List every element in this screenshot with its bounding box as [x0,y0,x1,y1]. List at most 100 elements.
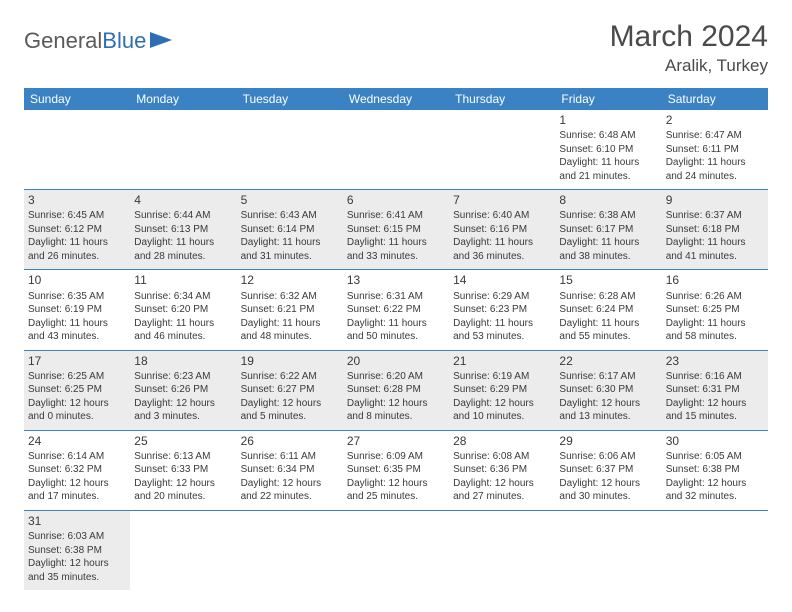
day-number: 12 [241,272,339,288]
daylight-text: Daylight: 11 hours and 36 minutes. [453,236,551,263]
day-number: 26 [241,433,339,449]
calendar-day: 31Sunrise: 6:03 AMSunset: 6:38 PMDayligh… [24,510,130,590]
day-number: 16 [666,272,764,288]
daylight-text: Daylight: 12 hours and 8 minutes. [347,397,445,424]
day-number: 5 [241,192,339,208]
daylight-text: Daylight: 11 hours and 31 minutes. [241,236,339,263]
sunset-text: Sunset: 6:29 PM [453,383,551,397]
calendar-day: 13Sunrise: 6:31 AMSunset: 6:22 PMDayligh… [343,270,449,350]
day-number: 11 [134,272,232,288]
sunset-text: Sunset: 6:25 PM [28,383,126,397]
daylight-text: Daylight: 11 hours and 41 minutes. [666,236,764,263]
sunrise-text: Sunrise: 6:32 AM [241,290,339,304]
calendar-day: 4Sunrise: 6:44 AMSunset: 6:13 PMDaylight… [130,190,236,270]
sunset-text: Sunset: 6:37 PM [559,463,657,477]
day-number: 31 [28,513,126,529]
location-label: Aralik, Turkey [610,56,768,76]
day-header: Friday [555,88,661,110]
calendar-day: 26Sunrise: 6:11 AMSunset: 6:34 PMDayligh… [237,430,343,510]
day-number: 7 [453,192,551,208]
calendar-day: 11Sunrise: 6:34 AMSunset: 6:20 PMDayligh… [130,270,236,350]
sunset-text: Sunset: 6:10 PM [559,143,657,157]
daylight-text: Daylight: 11 hours and 21 minutes. [559,156,657,183]
sunrise-text: Sunrise: 6:03 AM [28,530,126,544]
calendar-day: 6Sunrise: 6:41 AMSunset: 6:15 PMDaylight… [343,190,449,270]
calendar-empty [555,510,661,590]
calendar-day: 3Sunrise: 6:45 AMSunset: 6:12 PMDaylight… [24,190,130,270]
page-header: GeneralBlue March 2024 Aralik, Turkey [24,20,768,76]
calendar-day: 19Sunrise: 6:22 AMSunset: 6:27 PMDayligh… [237,350,343,430]
day-number: 30 [666,433,764,449]
calendar-day: 24Sunrise: 6:14 AMSunset: 6:32 PMDayligh… [24,430,130,510]
sunset-text: Sunset: 6:35 PM [347,463,445,477]
calendar-empty [237,110,343,190]
sunset-text: Sunset: 6:30 PM [559,383,657,397]
sunrise-text: Sunrise: 6:19 AM [453,370,551,384]
daylight-text: Daylight: 12 hours and 17 minutes. [28,477,126,504]
sunrise-text: Sunrise: 6:29 AM [453,290,551,304]
sunset-text: Sunset: 6:21 PM [241,303,339,317]
calendar-empty [130,510,236,590]
day-number: 10 [28,272,126,288]
daylight-text: Daylight: 12 hours and 22 minutes. [241,477,339,504]
calendar-day: 5Sunrise: 6:43 AMSunset: 6:14 PMDaylight… [237,190,343,270]
sunrise-text: Sunrise: 6:43 AM [241,209,339,223]
sunrise-text: Sunrise: 6:25 AM [28,370,126,384]
sunset-text: Sunset: 6:24 PM [559,303,657,317]
sunset-text: Sunset: 6:33 PM [134,463,232,477]
brand-prefix: General [24,28,102,54]
daylight-text: Daylight: 12 hours and 10 minutes. [453,397,551,424]
calendar-day: 20Sunrise: 6:20 AMSunset: 6:28 PMDayligh… [343,350,449,430]
calendar-week: 31Sunrise: 6:03 AMSunset: 6:38 PMDayligh… [24,510,768,590]
calendar-day: 12Sunrise: 6:32 AMSunset: 6:21 PMDayligh… [237,270,343,350]
sunset-text: Sunset: 6:38 PM [666,463,764,477]
calendar-day: 22Sunrise: 6:17 AMSunset: 6:30 PMDayligh… [555,350,661,430]
calendar-day: 2Sunrise: 6:47 AMSunset: 6:11 PMDaylight… [662,110,768,190]
sunset-text: Sunset: 6:27 PM [241,383,339,397]
calendar-day: 30Sunrise: 6:05 AMSunset: 6:38 PMDayligh… [662,430,768,510]
day-header: Tuesday [237,88,343,110]
sunrise-text: Sunrise: 6:11 AM [241,450,339,464]
calendar-empty [343,110,449,190]
sunrise-text: Sunrise: 6:20 AM [347,370,445,384]
daylight-text: Daylight: 12 hours and 15 minutes. [666,397,764,424]
day-number: 13 [347,272,445,288]
daylight-text: Daylight: 12 hours and 5 minutes. [241,397,339,424]
sunset-text: Sunset: 6:38 PM [28,544,126,558]
sunrise-text: Sunrise: 6:45 AM [28,209,126,223]
sunset-text: Sunset: 6:16 PM [453,223,551,237]
sunset-text: Sunset: 6:26 PM [134,383,232,397]
daylight-text: Daylight: 12 hours and 27 minutes. [453,477,551,504]
sunset-text: Sunset: 6:28 PM [347,383,445,397]
title-block: March 2024 Aralik, Turkey [610,20,768,76]
day-number: 1 [559,112,657,128]
sunrise-text: Sunrise: 6:16 AM [666,370,764,384]
sunset-text: Sunset: 6:20 PM [134,303,232,317]
brand-logo: GeneralBlue [24,28,172,54]
sunset-text: Sunset: 6:14 PM [241,223,339,237]
sunrise-text: Sunrise: 6:17 AM [559,370,657,384]
day-number: 23 [666,353,764,369]
calendar-head: SundayMondayTuesdayWednesdayThursdayFrid… [24,88,768,110]
month-title: March 2024 [610,20,768,54]
day-header: Monday [130,88,236,110]
sunrise-text: Sunrise: 6:13 AM [134,450,232,464]
calendar-day: 28Sunrise: 6:08 AMSunset: 6:36 PMDayligh… [449,430,555,510]
daylight-text: Daylight: 11 hours and 43 minutes. [28,317,126,344]
sunset-text: Sunset: 6:11 PM [666,143,764,157]
sunset-text: Sunset: 6:15 PM [347,223,445,237]
sunset-text: Sunset: 6:36 PM [453,463,551,477]
sunrise-text: Sunrise: 6:44 AM [134,209,232,223]
day-number: 28 [453,433,551,449]
calendar-day: 14Sunrise: 6:29 AMSunset: 6:23 PMDayligh… [449,270,555,350]
calendar-day: 23Sunrise: 6:16 AMSunset: 6:31 PMDayligh… [662,350,768,430]
sunset-text: Sunset: 6:17 PM [559,223,657,237]
calendar-body: 1Sunrise: 6:48 AMSunset: 6:10 PMDaylight… [24,110,768,590]
day-number: 24 [28,433,126,449]
sunrise-text: Sunrise: 6:47 AM [666,129,764,143]
sunrise-text: Sunrise: 6:08 AM [453,450,551,464]
sunrise-text: Sunrise: 6:31 AM [347,290,445,304]
calendar-day: 27Sunrise: 6:09 AMSunset: 6:35 PMDayligh… [343,430,449,510]
sunrise-text: Sunrise: 6:09 AM [347,450,445,464]
sunrise-text: Sunrise: 6:37 AM [666,209,764,223]
